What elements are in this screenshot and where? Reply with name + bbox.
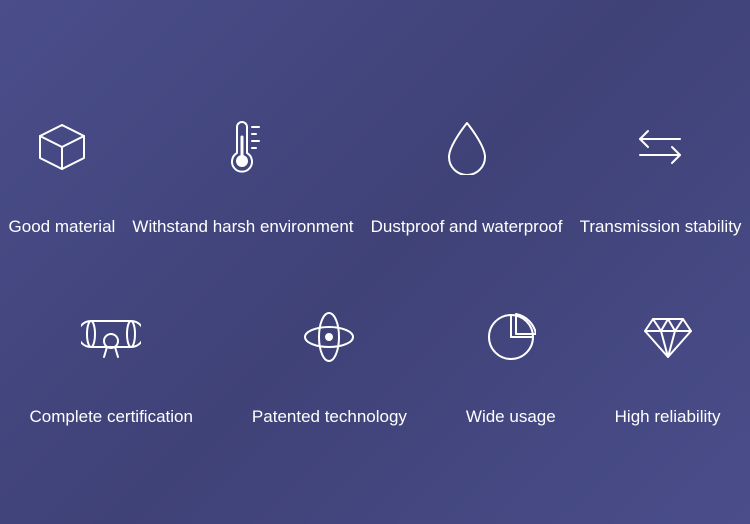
droplet-icon bbox=[437, 117, 497, 177]
certificate-icon bbox=[81, 307, 141, 367]
feature-label: Wide usage bbox=[466, 407, 556, 427]
feature-label: Complete certification bbox=[29, 407, 192, 427]
feature-row-2: Complete certification Patented technolo… bbox=[0, 307, 750, 427]
diamond-icon bbox=[638, 307, 698, 367]
cube-icon bbox=[32, 117, 92, 177]
feature-dustproof-waterproof: Dustproof and waterproof bbox=[371, 117, 563, 237]
feature-label: Dustproof and waterproof bbox=[371, 217, 563, 237]
feature-complete-certification: Complete certification bbox=[29, 307, 192, 427]
feature-label: Withstand harsh environment bbox=[132, 217, 353, 237]
feature-good-material: Good material bbox=[9, 117, 116, 237]
feature-wide-usage: Wide usage bbox=[466, 307, 556, 427]
feature-label: Good material bbox=[9, 217, 116, 237]
pie-chart-icon bbox=[481, 307, 541, 367]
feature-label: High reliability bbox=[615, 407, 721, 427]
feature-patented-technology: Patented technology bbox=[252, 307, 407, 427]
feature-transmission-stability: Transmission stability bbox=[580, 117, 742, 237]
feature-label: Transmission stability bbox=[580, 217, 742, 237]
atom-icon bbox=[299, 307, 359, 367]
feature-row-1: Good material Withstand harsh environmen… bbox=[0, 117, 750, 237]
feature-high-reliability: High reliability bbox=[615, 307, 721, 427]
arrows-icon bbox=[630, 117, 690, 177]
feature-label: Patented technology bbox=[252, 407, 407, 427]
feature-grid: Good material Withstand harsh environmen… bbox=[0, 0, 750, 524]
thermometer-icon bbox=[213, 117, 273, 177]
feature-harsh-environment: Withstand harsh environment bbox=[132, 117, 353, 237]
